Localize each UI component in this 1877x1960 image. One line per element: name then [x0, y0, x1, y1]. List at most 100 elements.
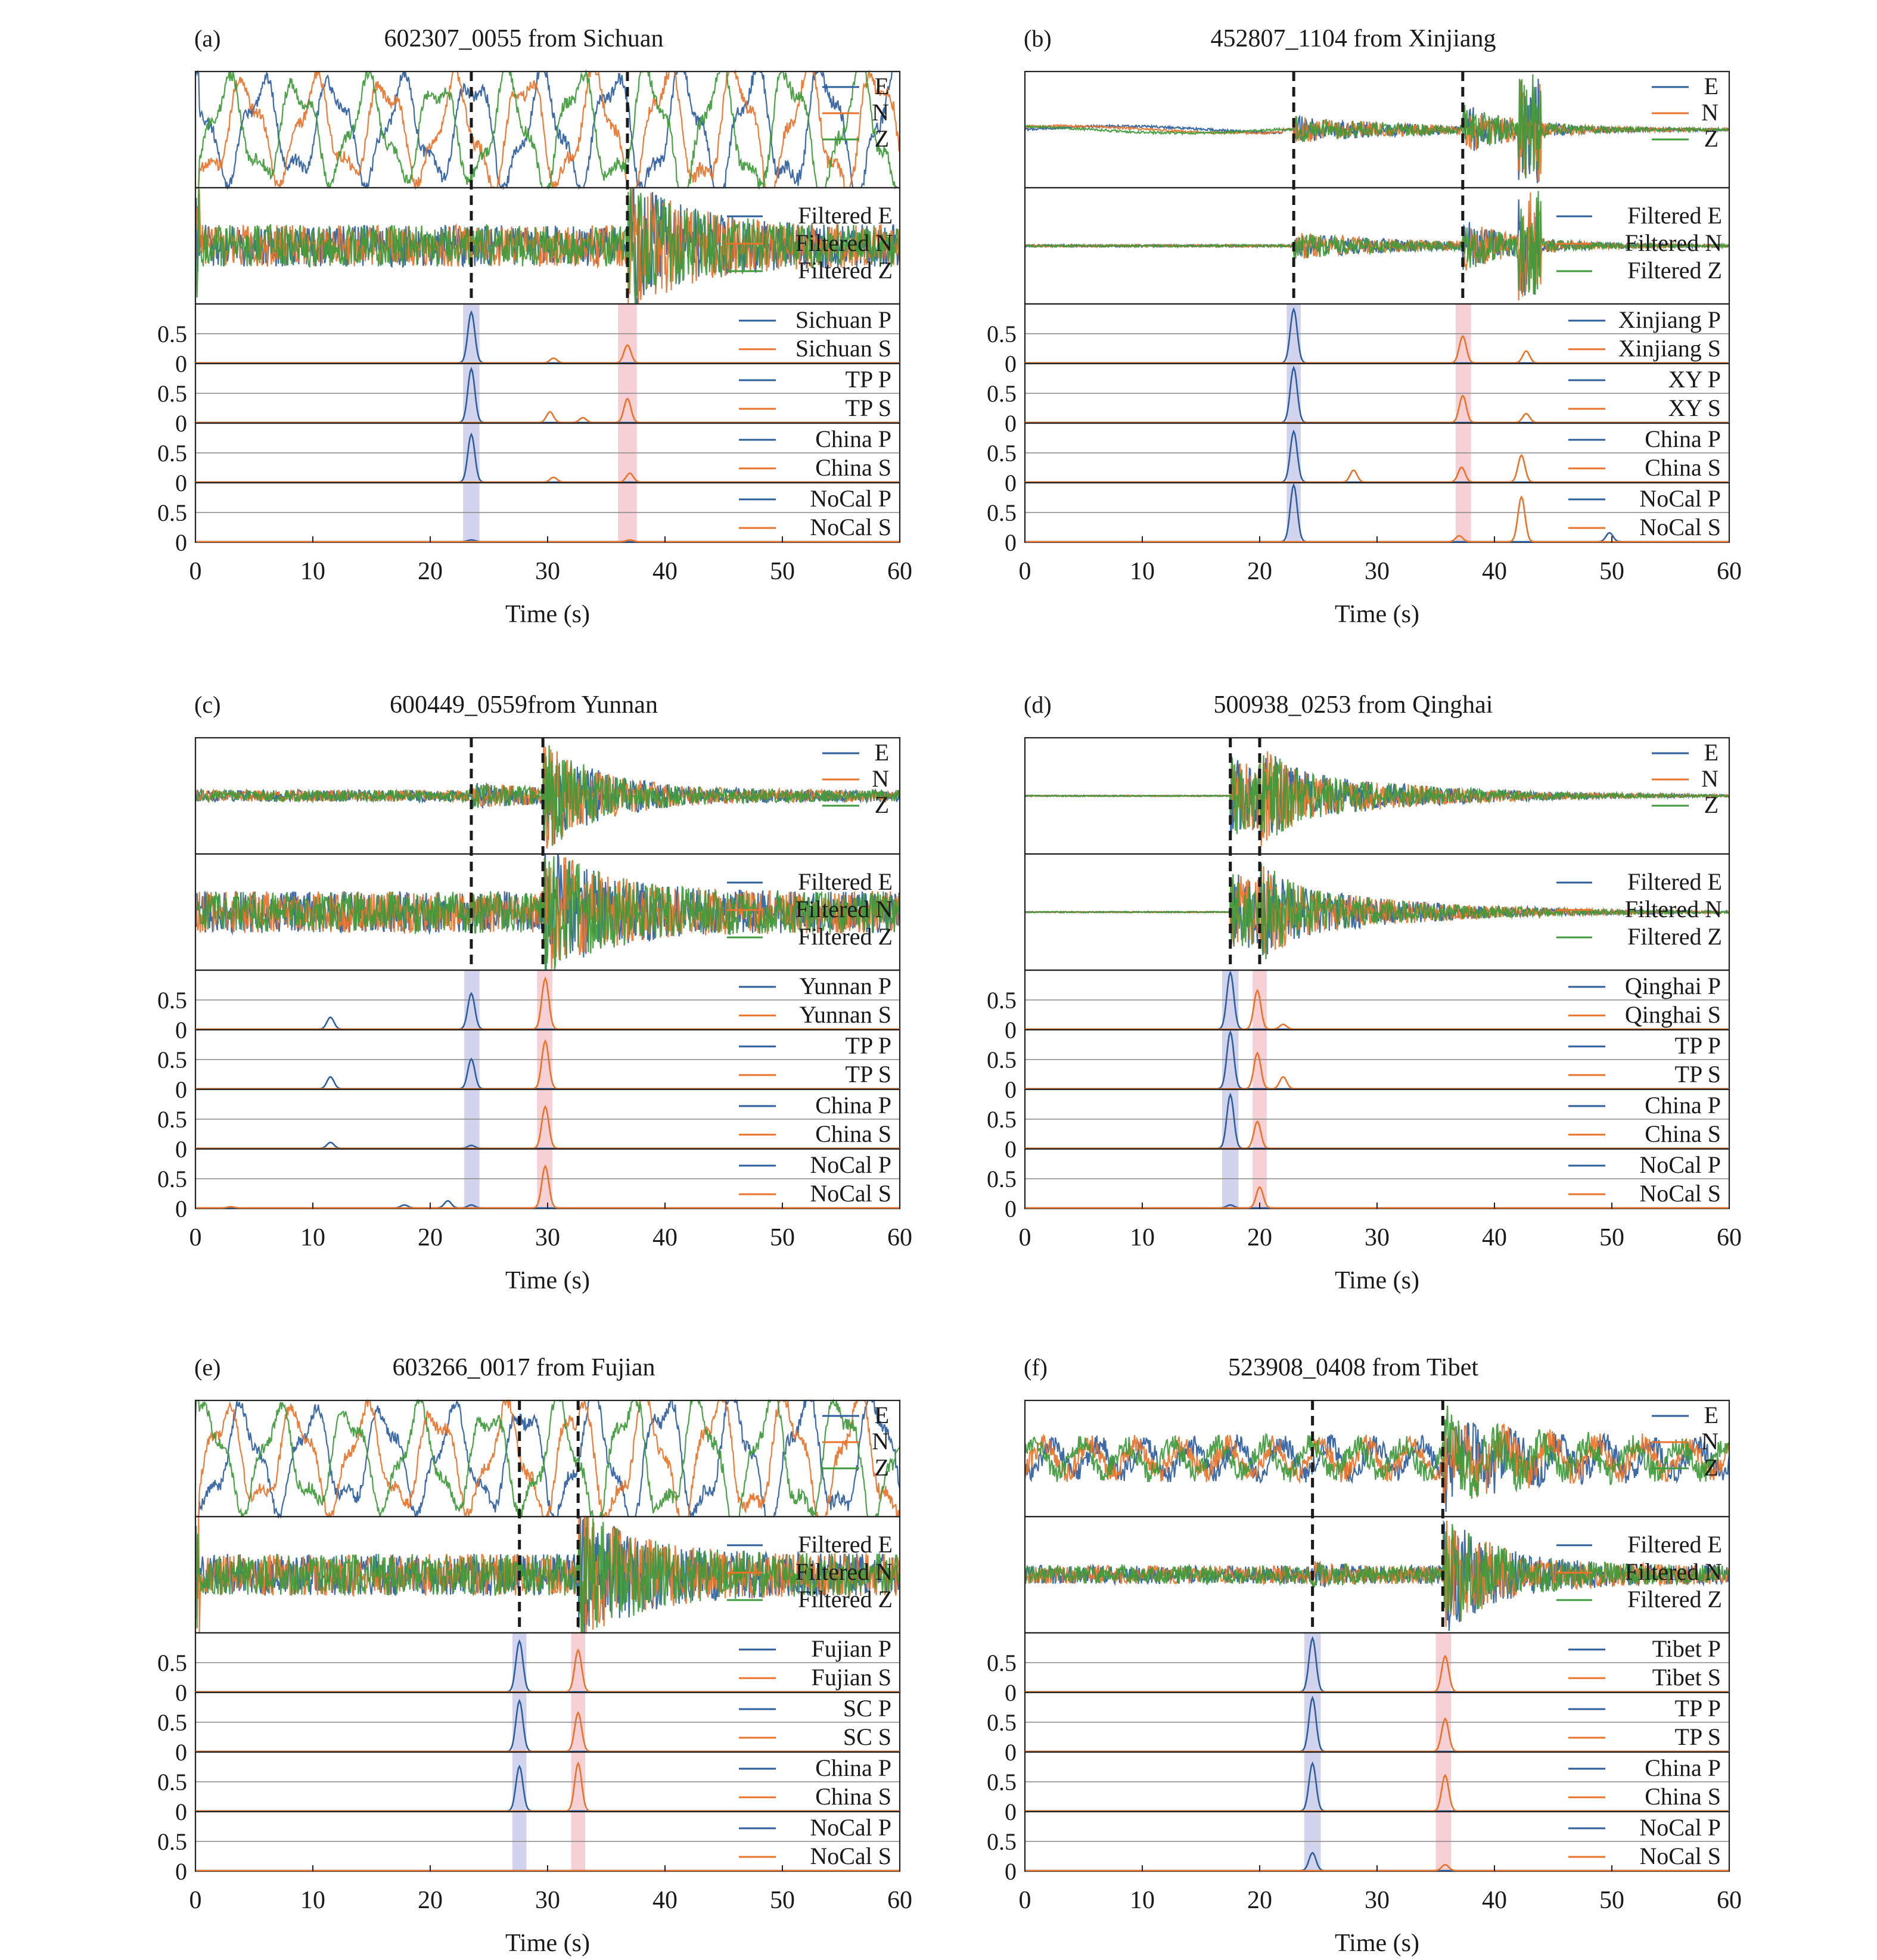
raw-n-trace [195, 69, 900, 191]
legend-label: N [1701, 765, 1718, 792]
panel-label: (b) [1024, 25, 1052, 52]
filtered-z-trace [1024, 1524, 1730, 1621]
p-probability-curve [1025, 1636, 1729, 1693]
x-tick-label: 30 [1365, 1887, 1390, 1914]
legend-label: Filtered Z [1627, 1586, 1722, 1613]
legend-label: Fujian S [812, 1664, 891, 1691]
legend-label: TP S [846, 395, 891, 421]
legend-label: NoCal S [1639, 1180, 1721, 1207]
legend-label: Xinjiang P [1618, 306, 1721, 333]
s-probability-curve [195, 1648, 900, 1693]
prob-tick-label: 0 [175, 1739, 187, 1766]
x-tick-label: 60 [887, 1224, 912, 1251]
legend-label: Tibet P [1652, 1635, 1721, 1662]
x-tick-label: 30 [535, 1224, 560, 1251]
raw-waveform-frame [194, 70, 901, 189]
x-tick-label: 20 [418, 1224, 443, 1251]
raw-z-trace [195, 69, 900, 191]
prob-tick-label: 0.5 [157, 1166, 187, 1192]
filtered-z-trace [194, 187, 900, 305]
raw-z-trace [1024, 1405, 1730, 1499]
prob-tick-label: 0 [175, 1799, 187, 1825]
x-tick-label: 60 [1717, 1224, 1742, 1251]
p-probability-curve [1025, 1030, 1729, 1090]
prob-tick-label: 0.5 [987, 1769, 1017, 1796]
prob-tick-label: 0 [1005, 1858, 1017, 1885]
legend-label: E [1704, 73, 1718, 100]
prob-tick-label: 0.5 [157, 1709, 187, 1736]
x-axis-label: Time (s) [505, 601, 590, 628]
legend-label: N [872, 99, 889, 126]
legend-label: China P [1645, 1754, 1721, 1781]
legend-label: Z [875, 125, 889, 152]
x-tick-label: 10 [1130, 558, 1155, 585]
legend-label: Filtered E [798, 1531, 893, 1558]
panel-label: (d) [1024, 691, 1052, 718]
legend-label: E [875, 73, 889, 100]
legend-label: Sichuan P [795, 306, 891, 333]
s-probability-curve [1025, 1773, 1729, 1812]
legend-label: NoCal S [810, 514, 891, 541]
x-tick-label: 30 [1365, 558, 1390, 585]
p-probability-curve [195, 310, 900, 364]
legend-label: Filtered E [1627, 202, 1722, 229]
panel-b: (b) 452807_1104 from Xinjiang ENZ Filtered … [987, 25, 1742, 628]
legend-label: NoCal P [810, 1814, 891, 1841]
legend-label: China S [815, 454, 891, 481]
filtered-e-trace [194, 187, 901, 305]
legend-label: N [872, 765, 889, 792]
x-tick-label: 40 [652, 1887, 678, 1914]
prob-tick-label: 0 [1005, 1076, 1017, 1103]
x-tick-label: 20 [1247, 1224, 1272, 1251]
prob-tick-label: 0 [175, 1195, 187, 1222]
filtered-z-trace [194, 856, 901, 971]
prob-tick-label: 0 [175, 529, 187, 556]
s-probability-curve [195, 1711, 900, 1753]
prob-tick-label: 0 [1005, 470, 1017, 496]
x-tick-label: 50 [1599, 558, 1624, 585]
p-probability-curve [195, 1764, 900, 1812]
prob-tick-label: 0 [1005, 529, 1017, 556]
x-tick-label: 40 [652, 1224, 678, 1251]
x-axis-label: Time (s) [1335, 1267, 1419, 1294]
x-tick-label: 60 [1717, 558, 1742, 585]
prob-tick-label: 0 [175, 1076, 187, 1103]
p-probability-curve [1025, 365, 1729, 424]
legend-label: N [1701, 99, 1718, 126]
prob-tick-label: 0 [175, 410, 187, 437]
legend-label: Z [1704, 1454, 1718, 1481]
legend-label: Fujian P [812, 1635, 891, 1662]
legend-label: Filtered N [1625, 229, 1722, 256]
prob-tick-label: 0 [175, 1136, 187, 1163]
s-probability-curve [195, 344, 900, 364]
p-probability-curve [1025, 1761, 1729, 1812]
p-probability-curve [195, 1698, 900, 1753]
prob-tick-label: 0.5 [157, 1046, 187, 1073]
prob-tick-label: 0 [1005, 350, 1017, 377]
x-axis-label: Time (s) [1335, 1930, 1419, 1957]
legend-label: TP P [1675, 1695, 1721, 1722]
legend-label: Qinghai S [1625, 1001, 1721, 1028]
panel-title: 523908_0408 from Tibet [1228, 1354, 1478, 1381]
x-tick-label: 10 [1130, 1224, 1155, 1251]
panel-title: 602307_0055 from Sichuan [384, 25, 664, 52]
x-tick-label: 0 [1019, 1224, 1031, 1251]
s-probability-curve [195, 472, 900, 483]
legend-label: NoCal P [810, 1151, 891, 1178]
raw-z-trace [1024, 755, 1730, 835]
panel-label: (c) [194, 691, 220, 718]
filtered-e-trace [1024, 863, 1730, 955]
legend-label: Z [875, 791, 889, 818]
prob-tick-label: 0 [175, 470, 187, 496]
prob-tick-label: 0 [1005, 1195, 1017, 1222]
prob-tick-label: 0.5 [157, 1106, 187, 1133]
x-tick-label: 10 [300, 1224, 325, 1251]
legend-label: Filtered E [1627, 868, 1722, 895]
x-tick-label: 50 [770, 1887, 795, 1914]
legend-label: NoCal S [810, 1843, 891, 1869]
legend-label: E [875, 739, 889, 766]
legend-label: TP S [846, 1061, 891, 1088]
legend-label: China P [1645, 425, 1721, 452]
